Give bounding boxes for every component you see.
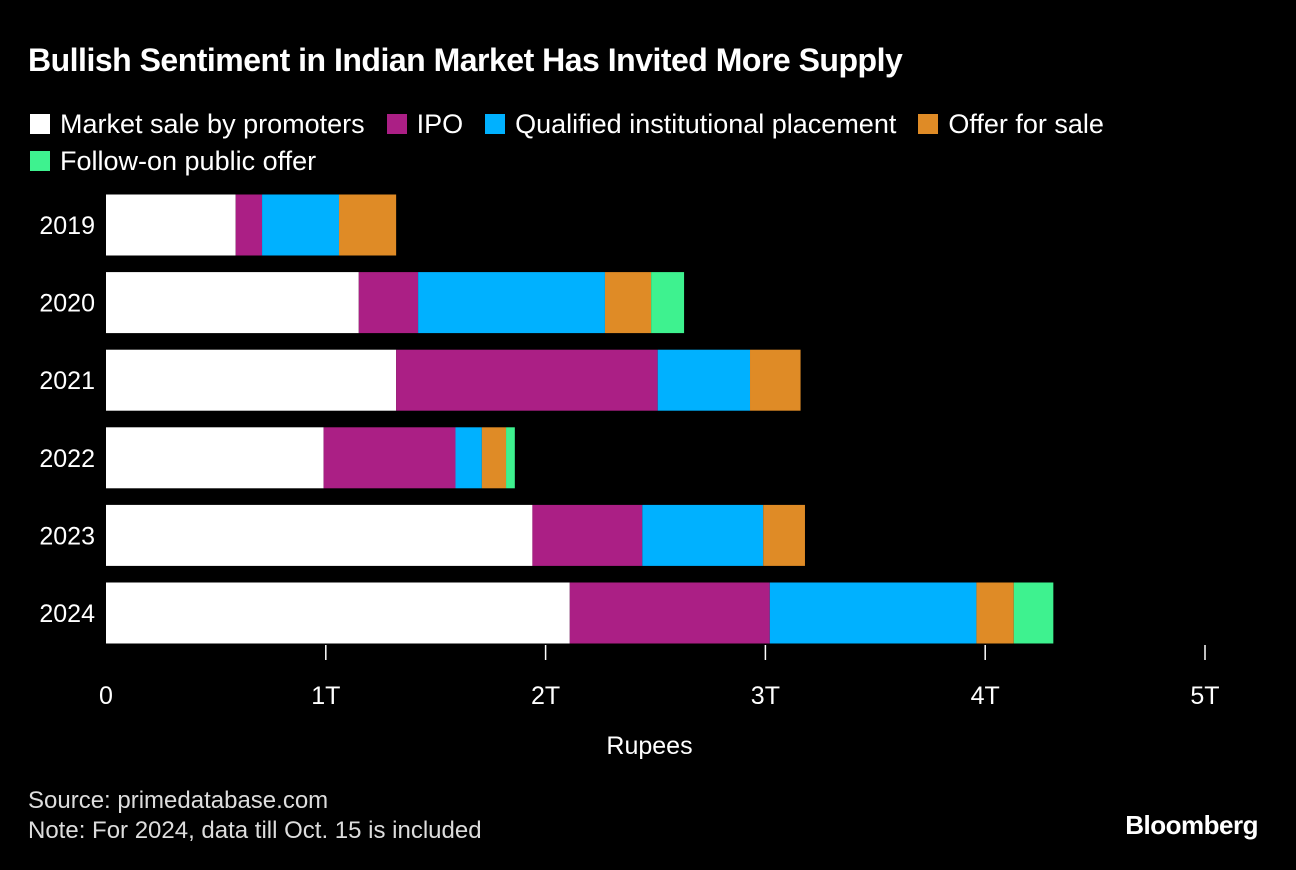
bar-segment: [769, 582, 977, 644]
bar-segment: [481, 427, 507, 489]
bar-segment: [651, 272, 685, 334]
category-label: 2022: [39, 445, 95, 473]
bar-segment: [106, 582, 570, 644]
category-label: 2020: [39, 290, 95, 318]
bar-segment: [763, 504, 805, 566]
tick-label: 4T: [971, 682, 1000, 710]
category-label: 2023: [39, 522, 95, 550]
bar-segment: [1013, 582, 1054, 644]
legend-label: Market sale by promoters: [60, 109, 365, 139]
legend: Market sale by promoters IPO Qualified ins…: [30, 106, 1250, 180]
tick-label: 2T: [531, 682, 560, 710]
bar-segment: [750, 349, 801, 411]
bar-segment: [657, 349, 751, 411]
chart-title: Bullish Sentiment in Indian Market Has I…: [28, 42, 903, 78]
bar-segment: [338, 194, 397, 256]
bar-segment: [642, 504, 764, 566]
bar-segment: [106, 194, 236, 256]
legend-label: Offer for sale: [948, 109, 1104, 139]
bar-segment: [323, 427, 456, 489]
legend-swatch: [918, 114, 939, 134]
tick-label: 1T: [311, 682, 340, 710]
bar-segment: [262, 194, 339, 256]
x-axis-label: Rupees: [606, 732, 692, 760]
legend-item: Offer for sale: [918, 106, 1104, 142]
legend-label: Follow-on public offer: [60, 146, 317, 176]
footnotes: Source: primedatabase.com Note: For 2024…: [28, 786, 482, 846]
bar-segment: [418, 272, 605, 334]
legend-item: IPO: [386, 106, 464, 142]
tick-label: 5T: [1190, 682, 1219, 710]
bar-segment: [976, 582, 1014, 644]
bar-segment: [106, 427, 324, 489]
source-note: Source: primedatabase.com: [28, 787, 329, 814]
tick-label: 0: [99, 682, 113, 710]
tick-label: 3T: [751, 682, 780, 710]
legend-swatch: [386, 114, 407, 134]
legend-swatch: [485, 114, 506, 134]
bar-segment: [455, 427, 482, 489]
bar-segment: [396, 349, 658, 411]
bar-segment: [106, 349, 397, 411]
legend-label: Qualified institutional placement: [515, 109, 897, 139]
legend-item: Follow-on public offer: [30, 143, 316, 179]
legend-item: Market sale by promoters: [30, 106, 365, 142]
bloomberg-logo: Bloomberg: [1125, 810, 1258, 840]
legend-item: Qualified institutional placement: [485, 106, 896, 142]
bar-segment: [569, 582, 770, 644]
data-note: Note: For 2024, data till Oct. 15 is inc…: [28, 817, 482, 844]
bar-segment: [106, 272, 359, 334]
legend-label: IPO: [416, 109, 464, 139]
bar-segment: [532, 504, 643, 566]
category-label: 2024: [39, 600, 95, 628]
category-label: 2019: [39, 212, 95, 240]
category-label: 2021: [39, 367, 95, 395]
bar-segment: [604, 272, 652, 334]
legend-swatch: [30, 151, 50, 171]
bar-segment: [506, 427, 515, 489]
bar-segment: [358, 272, 419, 334]
bar-segment: [106, 504, 533, 566]
legend-swatch: [30, 114, 50, 134]
bar-segment: [235, 194, 263, 256]
